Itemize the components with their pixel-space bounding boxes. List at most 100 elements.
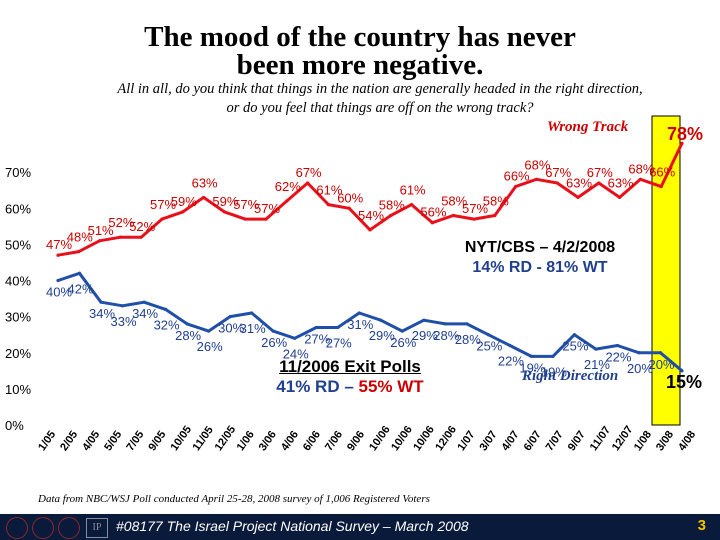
wrong-track-point (77, 250, 81, 254)
wrong-track-point (160, 217, 164, 221)
wrong-track-data-label: 63% (566, 175, 592, 190)
wrong-track-data-label: 61% (316, 183, 342, 198)
right-direction-data-label: 21% (584, 357, 610, 372)
right-direction-point (120, 304, 125, 308)
wrong-track-data-label: 57% (233, 197, 259, 212)
right-direction-point (443, 322, 447, 326)
wrong-track-data-label: 51% (88, 223, 114, 238)
y-tick-label: 60% (5, 201, 31, 216)
right-direction-data-label: 19% (519, 360, 545, 375)
x-tick-label: 6/07 (522, 429, 544, 453)
right-direction-point (508, 343, 512, 348)
right-direction-data-label: 33% (111, 314, 137, 329)
right-direction-data-label: 34% (132, 306, 158, 321)
footer-text: #08177 The Israel Project National Surve… (116, 518, 469, 534)
wrong-track-point (638, 177, 643, 181)
x-tick-label: 1/06 (235, 429, 257, 453)
y-tick-label: 50% (5, 237, 31, 252)
right-direction-data-label: 28% (175, 328, 201, 343)
right-direction-point (185, 322, 189, 326)
wrong-track-data-label: 67% (296, 165, 322, 180)
wrong-track-point (202, 195, 206, 200)
y-tick-label: 70% (5, 165, 31, 180)
exit-callout-rd: 41% RD – (276, 377, 359, 396)
right-direction-point (99, 300, 103, 304)
wrong-track-point (368, 228, 372, 232)
wrong-track-data-label: 54% (358, 208, 384, 223)
wrong-track-point (576, 195, 580, 200)
wrong-track-data-label: 59% (212, 194, 238, 209)
israel-project-logo-icon: IP (86, 518, 108, 538)
right-direction-data-label: 20% (627, 361, 653, 376)
wrong-track-point (514, 184, 518, 189)
x-tick-label: 10/05 (168, 424, 194, 453)
wrong-track-point (98, 239, 102, 243)
wrong-track-point (618, 195, 622, 200)
x-tick-label: 7/07 (544, 429, 566, 453)
latest-right-direction-value: 15% (666, 372, 703, 392)
x-tick-label: 10/06 (367, 424, 393, 453)
wrong-track-data-label: 58% (441, 193, 467, 208)
source-note: Data from NBC/WSJ Poll conducted April 2… (38, 493, 430, 505)
wrong-track-point (534, 177, 539, 181)
wrong-track-point (389, 213, 393, 218)
wrong-track-point (222, 210, 226, 214)
right-direction-data-label: 40% (46, 285, 72, 300)
right-direction-point (422, 318, 426, 322)
right-direction-data-label: 31% (240, 321, 266, 336)
page-title-line2: been more negative. (236, 49, 484, 81)
x-tick-label: 4/08 (676, 429, 698, 453)
wrong-track-data-label: 60% (337, 190, 363, 205)
right-direction-data-label: 27% (326, 335, 352, 350)
wrong-track-point (56, 253, 60, 257)
right-direction-point (465, 322, 469, 326)
right-direction-point (637, 351, 641, 355)
right-direction-data-label: 24% (283, 346, 309, 361)
right-direction-point (572, 333, 577, 337)
right-direction-data-label: 42% (68, 281, 94, 296)
x-tick-label: 7/05 (124, 429, 146, 453)
right-direction-point (594, 347, 598, 351)
right-direction-data-label: 20% (648, 357, 674, 372)
exit-callout-wt: 55% WT (358, 377, 424, 396)
right-direction-data-label: 30% (218, 321, 244, 336)
wrong-track-point (285, 199, 289, 203)
right-direction-point (207, 329, 211, 333)
x-tick-label: 11/07 (588, 424, 613, 453)
wrong-track-data-label: 52% (129, 219, 155, 234)
right-direction-point (551, 354, 555, 358)
wrong-track-point (410, 203, 414, 207)
right-direction-data-label: 25% (476, 339, 502, 354)
exit-poll-callout: 11/2006 Exit Polls 41% RD – 55% WT (250, 357, 450, 397)
right-direction-data-label: 27% (304, 331, 330, 346)
wrong-track-data-label: 57% (150, 197, 176, 212)
x-tick-label: 3/08 (654, 429, 676, 453)
wrong-track-point (347, 206, 351, 210)
wrong-track-data-label: 67% (587, 165, 613, 180)
wrong-track-point (555, 181, 559, 185)
x-tick-label: 12/05 (213, 424, 239, 453)
wrong-track-data-label: 57% (462, 201, 488, 216)
y-tick-label: 30% (5, 310, 31, 325)
wrong-track-point (493, 213, 497, 218)
wrong-track-point (243, 217, 247, 221)
right-direction-point (400, 329, 404, 333)
wrong-track-data-label: 48% (67, 230, 93, 245)
wrong-track-point (659, 184, 663, 189)
question-line1: All in all, do you think that things in … (117, 81, 643, 97)
right-direction-point (77, 271, 82, 275)
right-direction-point (228, 315, 232, 319)
right-direction-line (57, 271, 683, 372)
y-tick-label: 20% (5, 346, 31, 361)
wrong-track-point (118, 235, 122, 239)
x-tick-label: 4/05 (80, 429, 102, 453)
right-direction-data-label: 22% (605, 350, 631, 365)
wrong-track-data-label: 68% (628, 161, 654, 176)
wrong-track-data-label: 47% (46, 237, 72, 252)
right-direction-point (163, 307, 168, 311)
wrong-track-point (680, 141, 684, 145)
logo-icon (32, 517, 54, 539)
wrong-track-point (597, 181, 601, 185)
right-direction-point (142, 300, 146, 304)
exit-callout-line1: 11/2006 Exit Polls (279, 357, 421, 376)
